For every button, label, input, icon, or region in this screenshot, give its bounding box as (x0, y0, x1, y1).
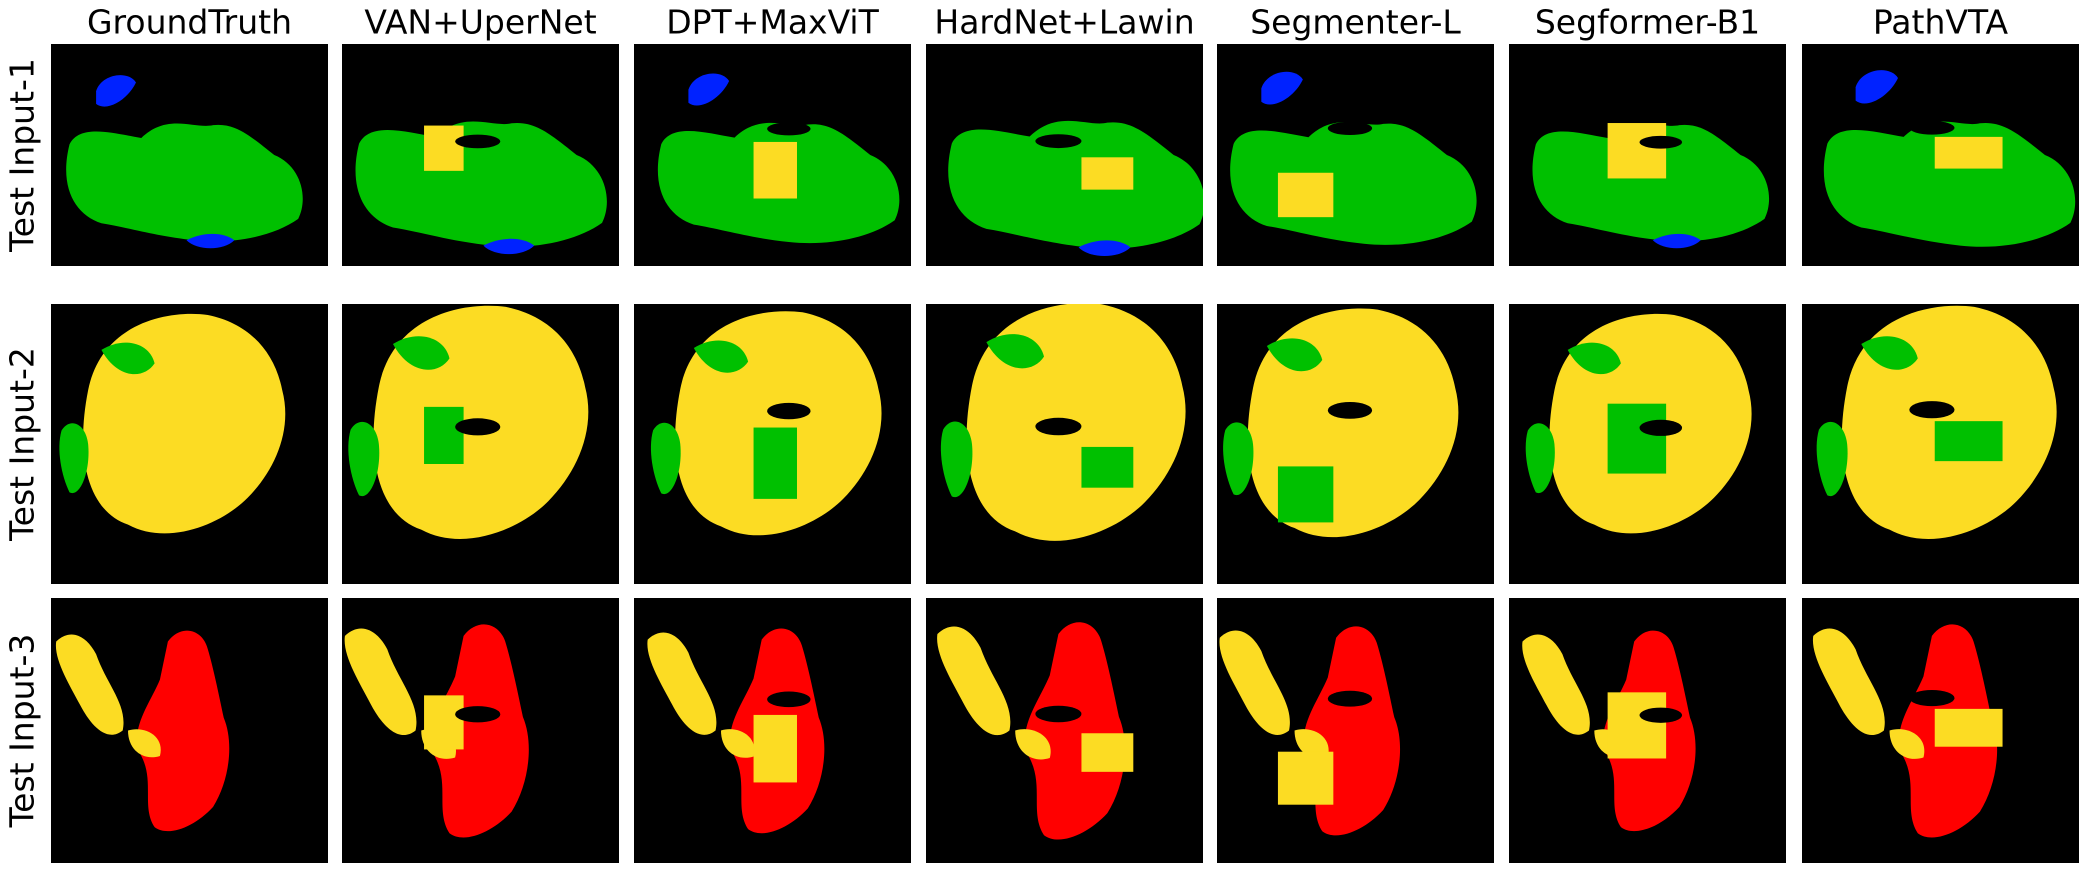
segmentation-panel (926, 304, 1203, 584)
segmentation-panel (1509, 598, 1786, 863)
segmentation-panel (926, 44, 1203, 266)
segmentation-panel (51, 44, 328, 266)
segmentation-panel (51, 304, 328, 584)
segmentation-panel (634, 598, 911, 863)
segmentation-panel (926, 598, 1203, 863)
column-title: VAN+UperNet (364, 3, 596, 42)
segmentation-panel (1509, 304, 1786, 584)
segmentation-panel (1217, 598, 1494, 863)
segmentation-panel (1217, 44, 1494, 266)
segmentation-panel (634, 304, 911, 584)
segmentation-panel (1802, 598, 2079, 863)
segmentation-panel (1217, 304, 1494, 584)
segmentation-panel (342, 598, 619, 863)
segmentation-panel (1509, 44, 1786, 266)
row-label: Test Input-1 (3, 58, 42, 253)
column-title: GroundTruth (87, 3, 292, 42)
segmentation-panel (51, 598, 328, 863)
segmentation-panel (1802, 44, 2079, 266)
column-title: PathVTA (1873, 3, 2009, 42)
row-label: Test Input-2 (3, 347, 42, 542)
row-label: Test Input-3 (3, 634, 42, 829)
column-title: Segformer-B1 (1535, 3, 1760, 42)
column-title: Segmenter-L (1250, 3, 1461, 42)
segmentation-panel (634, 44, 911, 266)
segmentation-panel (342, 44, 619, 266)
column-title: DPT+MaxViT (666, 3, 879, 42)
column-title: HardNet+Lawin (934, 3, 1194, 42)
segmentation-panel (342, 304, 619, 584)
segmentation-panel (1802, 304, 2079, 584)
